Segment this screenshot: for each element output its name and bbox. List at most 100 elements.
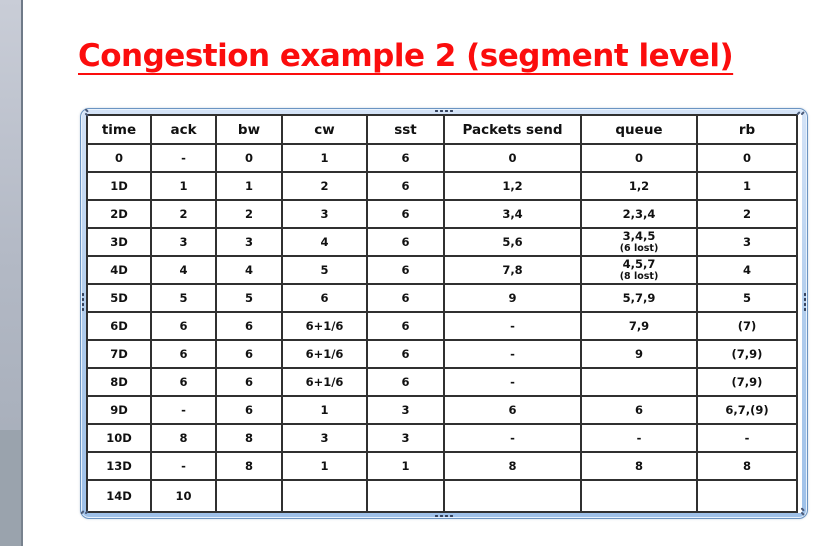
table-cell: 2 — [215, 199, 283, 229]
table-row: 14D 10 — [86, 479, 798, 513]
table-cell: 6 — [366, 367, 445, 397]
table-cell: 6 — [150, 339, 217, 369]
table-cell: 4 — [150, 255, 217, 285]
slide-title: Congestion example 2 (segment level) — [78, 38, 734, 74]
table-cell: 6 — [366, 311, 445, 341]
table-row: 9D -6 1 3 6 6 6,7,(9) — [86, 395, 798, 425]
table-cell: 10D — [86, 423, 152, 453]
table-cell — [366, 479, 445, 513]
column-header: cw — [281, 114, 368, 145]
table-cell: 9D — [86, 395, 152, 425]
column-header: ack — [150, 114, 217, 145]
table-cell: 0 — [86, 143, 152, 173]
table-cell: 0 — [443, 143, 582, 173]
table-cell: 3 — [215, 227, 283, 257]
table-cell — [443, 479, 582, 513]
table-cell: 6 — [366, 339, 445, 369]
table-cell: 3,4,5 (6 lost) — [580, 227, 698, 257]
table-cell: 0 — [215, 143, 283, 173]
table-cell: 6 — [366, 283, 445, 313]
column-header: time — [86, 114, 152, 145]
table-cell — [696, 479, 798, 513]
left-panel-strip-bottom — [0, 430, 23, 546]
table-cell: - — [150, 395, 217, 425]
table-cell: 3 — [366, 395, 445, 425]
table-cell: 6D — [86, 311, 152, 341]
table-cell: - — [696, 423, 798, 453]
table-cell: 4 — [696, 255, 798, 285]
table-cell: 6 — [443, 395, 582, 425]
table-body: 0-0 1 6 0 0 0 1D 1 1 2 6 1,2 1,2 1 2D 2 2 3 6 3,4 2,3,4 2 3D 3 3… — [86, 143, 798, 513]
table-cell: 6 — [215, 311, 283, 341]
table-cell: 2D — [86, 199, 152, 229]
table-cell: 6 — [215, 367, 283, 397]
table-cell: 2 — [150, 199, 217, 229]
table-cell: 8 — [443, 451, 582, 481]
table-cell: - — [150, 143, 217, 173]
column-header: rb — [696, 114, 798, 145]
table-cell: 6 — [366, 171, 445, 201]
table-row: 10D 8 8 3 3- - - — [86, 423, 798, 453]
table-cell: 9 — [580, 339, 698, 369]
table-cell: 8 — [696, 451, 798, 481]
table-cell — [580, 479, 698, 513]
table-cell: - — [443, 423, 582, 453]
table-cell: 2 — [696, 199, 798, 229]
table-row: 7D 6 6 6+1/6 6-9 (7,9) — [86, 339, 798, 369]
table-cell: 4 — [215, 255, 283, 285]
table-cell: 6 — [366, 255, 445, 285]
table-row: 5D 5 5 6 6 9 5,7,9 5 — [86, 283, 798, 313]
table-cell: 1D — [86, 171, 152, 201]
left-panel-strip — [0, 0, 23, 546]
table-cell: 8 — [215, 423, 283, 453]
table-cell — [215, 479, 283, 513]
table-cell: 5 — [281, 255, 368, 285]
frame-grip-top[interactable] — [435, 110, 453, 112]
table-cell: 8D — [86, 367, 152, 397]
table-cell: 3 — [696, 227, 798, 257]
table-cell: 5,7,9 — [580, 283, 698, 313]
table-cell: 5D — [86, 283, 152, 313]
table-cell: 4D — [86, 255, 152, 285]
table-cell: 13D — [86, 451, 152, 481]
table-cell: 6 — [366, 199, 445, 229]
table-cell: 6 — [215, 339, 283, 369]
table-cell: 6 — [366, 227, 445, 257]
table-cell: 6 — [150, 367, 217, 397]
column-header: sst — [366, 114, 445, 145]
frame-grip-right[interactable] — [804, 293, 806, 312]
table-header-row: time ack bw cw sst Packets send queue rb — [86, 114, 798, 145]
table-row: 2D 2 2 3 6 3,4 2,3,4 2 — [86, 199, 798, 229]
table-cell: 1 — [215, 171, 283, 201]
table-cell: 1 — [366, 451, 445, 481]
table-cell: 3 — [281, 199, 368, 229]
table-cell: 6 — [366, 143, 445, 173]
table-cell: 1,2 — [580, 171, 698, 201]
table-cell: 1,2 — [443, 171, 582, 201]
table-cell: 3 — [150, 227, 217, 257]
table-cell: 5 — [215, 283, 283, 313]
table-cell: 5 — [150, 283, 217, 313]
table-cell: - — [443, 311, 582, 341]
table-cell: 6 — [150, 311, 217, 341]
table-cell: 3 — [366, 423, 445, 453]
frame-grip-left[interactable] — [82, 293, 84, 312]
table-cell: 3,4 — [443, 199, 582, 229]
table-cell: (7,9) — [696, 367, 798, 397]
table-cell: 5,6 — [443, 227, 582, 257]
frame-grip-bottom[interactable] — [435, 515, 453, 517]
table-cell: 1 — [150, 171, 217, 201]
table-cell: 8 — [150, 423, 217, 453]
column-header: bw — [215, 114, 283, 145]
table-cell: 6 — [580, 395, 698, 425]
table-cell — [281, 479, 368, 513]
table-cell — [580, 367, 698, 397]
table-row: 1D 1 1 2 6 1,2 1,2 1 — [86, 171, 798, 201]
table-row: 8D 6 6 6+1/6 6- (7,9) — [86, 367, 798, 397]
table-cell: 7,9 — [580, 311, 698, 341]
table-cell: - — [580, 423, 698, 453]
